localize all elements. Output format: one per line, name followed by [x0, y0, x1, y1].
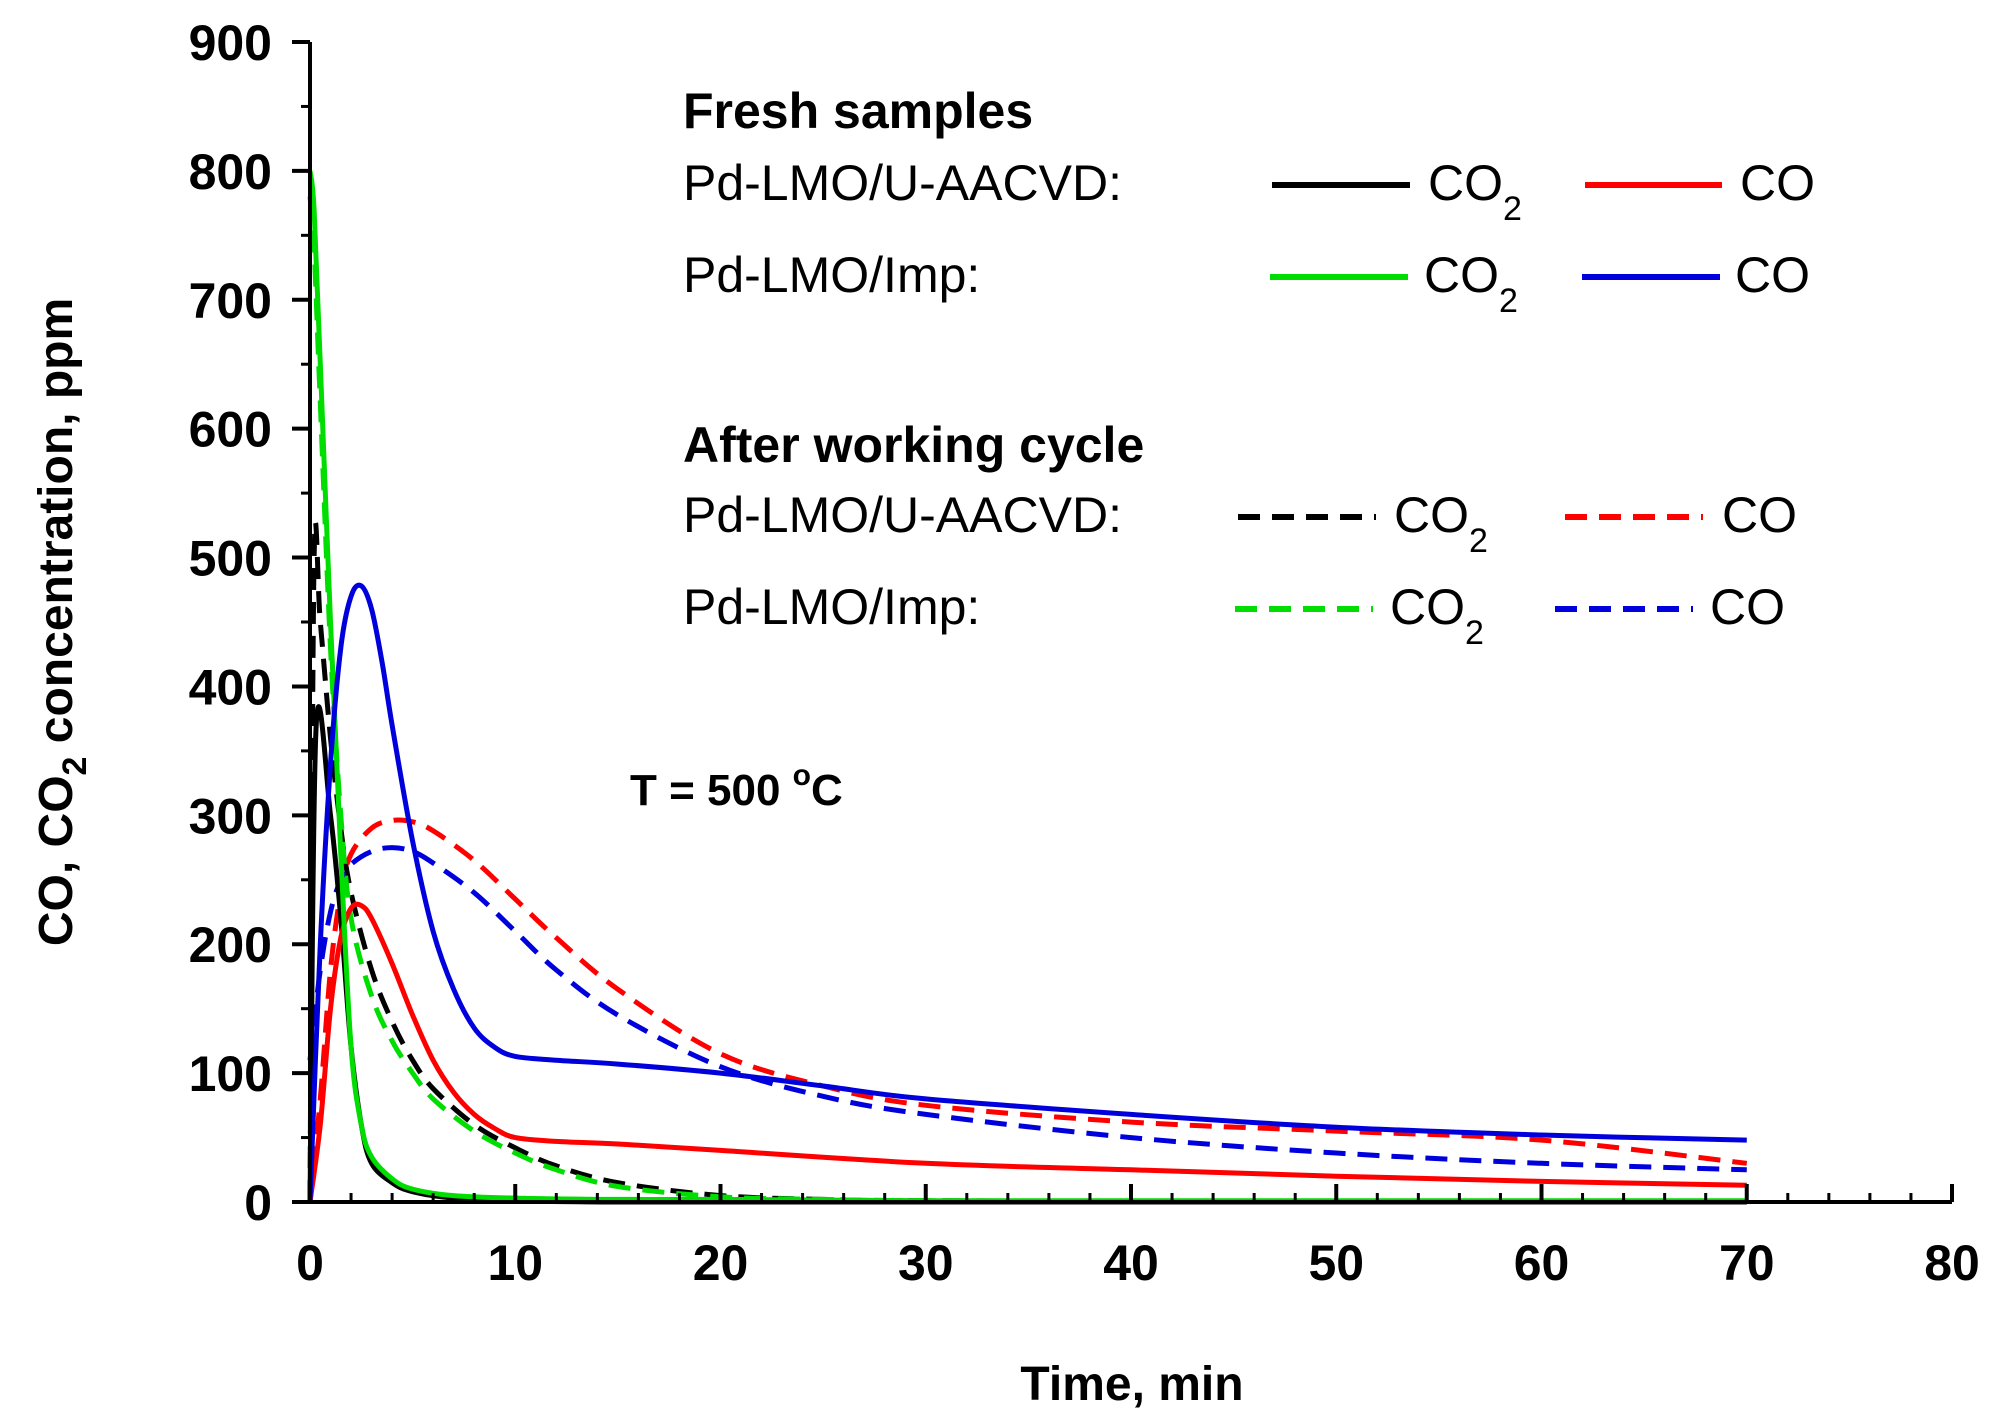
- legend-label-fresh-imp: Pd-LMO/Imp:: [683, 247, 980, 303]
- axes: [308, 42, 1952, 1204]
- x-tick-label: 30: [898, 1235, 954, 1291]
- ticks: [292, 40, 1954, 1204]
- temperature-annotation-unit: C: [811, 766, 843, 815]
- legend-heading-fresh: Fresh samples: [683, 83, 1033, 139]
- x-tick-label: 40: [1103, 1235, 1159, 1291]
- y-tick-label: 400: [189, 659, 272, 715]
- legend-label-after-imp: Pd-LMO/Imp:: [683, 579, 980, 635]
- legend-co-fresh-aacvd: CO: [1740, 155, 1815, 211]
- legend-co-after-aacvd: CO: [1722, 487, 1797, 543]
- series-line-3: [307, 582, 1747, 1203]
- x-tick-label: 10: [487, 1235, 543, 1291]
- temperature-annotation-main: T = 500: [630, 766, 793, 815]
- x-tick-label: 70: [1719, 1235, 1775, 1291]
- y-axis-title-part-b: concentration, ppm: [30, 298, 83, 757]
- legend-co-after-imp: CO: [1710, 579, 1785, 635]
- legend-label-after-aacvd: Pd-LMO/U-AACVD:: [683, 487, 1122, 543]
- x-tick-label: 50: [1308, 1235, 1364, 1291]
- y-axis-title: CO, CO2 concentration, ppm: [30, 298, 94, 946]
- legend: Fresh samples After working cycle Pd-LMO…: [683, 83, 1815, 652]
- y-tick-label: 600: [189, 402, 272, 458]
- legend-co2-after-imp: CO2: [1390, 579, 1484, 652]
- y-tick-label: 500: [189, 531, 272, 587]
- legend-co2-fresh-imp: CO2: [1424, 247, 1518, 320]
- series-line-2: [307, 170, 1747, 1204]
- x-tick-label: 80: [1924, 1235, 1980, 1291]
- y-tick-label: 800: [189, 144, 272, 200]
- x-tick-label: 20: [693, 1235, 749, 1291]
- series-line-6: [307, 196, 1747, 1205]
- tick-labels: 0 10 20 30 40 50 60 70 8001002003004005006007008…: [189, 15, 1980, 1291]
- series-layer: [307, 170, 1748, 1205]
- legend-label-fresh-aacvd: Pd-LMO/U-AACVD:: [683, 155, 1122, 211]
- x-axis-title: Time, min: [1020, 1358, 1243, 1411]
- legend-heading-after: After working cycle: [683, 417, 1144, 473]
- legend-co2-fresh-aacvd: CO2: [1428, 155, 1522, 228]
- y-axis-title-subscript: 2: [56, 757, 94, 776]
- y-tick-label: 0: [244, 1175, 272, 1231]
- temperature-annotation: T = 500 oC: [630, 759, 843, 815]
- y-tick-label: 900: [189, 15, 272, 71]
- series-line-5: [307, 817, 1748, 1203]
- x-tick-label: 0: [296, 1235, 324, 1291]
- series-line-4: [307, 520, 1747, 1205]
- legend-co-fresh-imp: CO: [1735, 247, 1810, 303]
- series-line-1: [307, 901, 1747, 1203]
- y-axis-title-part-a: CO, CO: [30, 775, 83, 946]
- x-tick-label: 60: [1514, 1235, 1570, 1291]
- legend-co2-after-aacvd: CO2: [1394, 487, 1488, 560]
- series-line-7: [307, 845, 1747, 1173]
- y-tick-label: 100: [189, 1046, 272, 1102]
- y-tick-label: 300: [189, 788, 272, 844]
- temperature-annotation-degree: o: [793, 759, 811, 792]
- y-tick-label: 700: [189, 273, 272, 329]
- y-tick-label: 200: [189, 917, 272, 973]
